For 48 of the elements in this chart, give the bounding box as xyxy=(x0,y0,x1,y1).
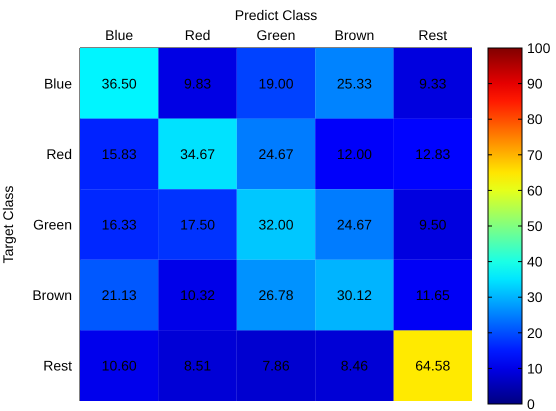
data-label: 19.00 xyxy=(258,75,294,92)
data-label: 64.58 xyxy=(415,358,451,374)
x-tick-label: Blue xyxy=(105,27,134,43)
x-axis-title: Predict Class xyxy=(234,6,318,23)
color-bar-label: 70 xyxy=(527,146,543,163)
data-label: 24.67 xyxy=(258,146,294,162)
data-label: 10.32 xyxy=(180,287,216,304)
data-label: 21.13 xyxy=(102,287,137,304)
color-bar-label: 60 xyxy=(527,182,543,198)
color-bar-label: 30 xyxy=(527,289,543,306)
color-bar-label: 20 xyxy=(527,324,543,341)
data-label: 16.33 xyxy=(102,216,137,232)
data-label: 11.65 xyxy=(416,287,450,304)
data-label: 32.00 xyxy=(258,216,294,232)
data-label: 26.78 xyxy=(258,287,294,304)
data-label: 7.86 xyxy=(262,358,290,374)
y-tick-label: Rest xyxy=(43,358,72,374)
data-label: 8.46 xyxy=(340,358,368,374)
color-bar-label: 40 xyxy=(527,254,543,270)
x-tick-label: Red xyxy=(184,27,210,43)
x-tick-label: Green xyxy=(256,27,296,43)
data-label: 9.83 xyxy=(184,75,212,92)
data-label: 24.67 xyxy=(336,216,372,232)
data-label: 12.83 xyxy=(415,146,451,162)
data-label: 12.00 xyxy=(336,146,372,162)
data-label: 10.60 xyxy=(102,358,137,374)
data-label: 15.83 xyxy=(102,146,137,162)
y-tick-label: Blue xyxy=(44,75,72,92)
color-bar-label: 100 xyxy=(527,40,551,56)
color-bar-label: 80 xyxy=(527,111,543,128)
y-axis-title: Target Class xyxy=(0,186,16,264)
data-label: 8.51 xyxy=(184,358,212,374)
data-label: 9.50 xyxy=(419,216,447,232)
y-tick-label: Red xyxy=(46,146,72,162)
data-label: 25.33 xyxy=(336,75,372,92)
color-bar-label: 50 xyxy=(527,218,543,234)
y-tick-label: Brown xyxy=(32,287,72,304)
x-tick-label: Rest xyxy=(418,27,448,43)
data-label: 17.50 xyxy=(180,216,216,232)
data-label: 30.12 xyxy=(336,287,372,304)
y-tick-label: Green xyxy=(33,216,72,232)
data-label: 34.67 xyxy=(180,146,216,162)
color-bar-label: 0 xyxy=(527,396,535,411)
color-bar-label: 10 xyxy=(527,360,543,376)
x-tick-label: Brown xyxy=(334,27,374,43)
color-bar-label: 90 xyxy=(527,76,543,92)
data-label: 9.33 xyxy=(419,75,447,92)
data-label: 36.50 xyxy=(102,75,137,92)
